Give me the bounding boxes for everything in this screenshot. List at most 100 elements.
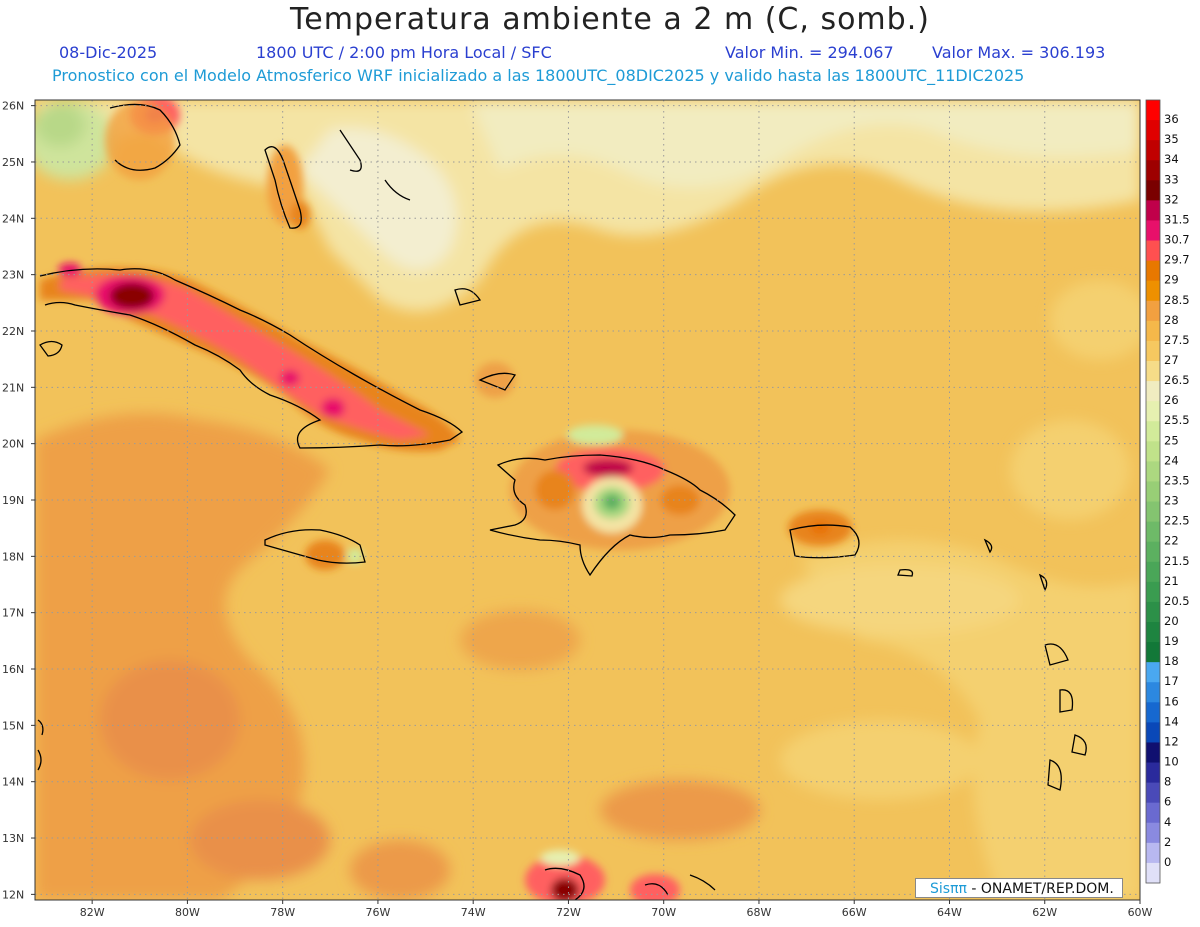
legend-swatch (1146, 662, 1160, 683)
legend-label: 18 (1164, 654, 1179, 668)
lon-tick-label: 74W (461, 906, 486, 919)
forecast-time: 1800 UTC / 2:00 pm Hora Local / SFC (256, 43, 552, 62)
lon-tick-label: 62W (1032, 906, 1057, 919)
legend-swatch (1146, 280, 1160, 302)
legend-label: 0 (1164, 855, 1171, 869)
legend-swatch (1146, 642, 1160, 663)
legend-swatch (1146, 702, 1160, 723)
min-value-label: Valor Min. = 294.067 (725, 43, 894, 62)
legend-swatch (1146, 622, 1160, 643)
lat-tick-label: 19N (2, 494, 24, 507)
legend-label: 17 (1164, 674, 1179, 688)
legend-label: 34 (1164, 152, 1179, 166)
color-legend: 363534333231.530.729.72928.52827.52726.5… (1145, 99, 1190, 884)
legend-swatch (1146, 581, 1160, 603)
legend-swatch (1146, 742, 1160, 764)
lon-tick-label: 82W (80, 906, 105, 919)
lat-tick-label: 21N (2, 381, 24, 394)
legend-swatch (1146, 481, 1160, 503)
legend-label: 19 (1164, 634, 1179, 648)
legend-swatch (1146, 842, 1160, 864)
max-value-label: Valor Max. = 306.193 (932, 43, 1106, 62)
legend-swatch (1146, 782, 1160, 804)
legend-swatch (1146, 601, 1160, 623)
legend-label: 21.5 (1164, 554, 1190, 568)
legend-label: 29.7 (1164, 253, 1190, 267)
lat-tick-label: 22N (2, 325, 24, 338)
lat-tick-label: 16N (2, 663, 24, 676)
legend-label: 8 (1164, 775, 1171, 789)
legend-label: 32 (1164, 192, 1179, 206)
lon-tick-label: 66W (842, 906, 867, 919)
legend-swatch (1146, 381, 1160, 402)
legend-label: 27 (1164, 353, 1179, 367)
legend-label: 23 (1164, 494, 1179, 508)
model-description: Pronostico con el Modelo Atmosferico WRF… (52, 66, 1025, 85)
lat-tick-label: 14N (2, 776, 24, 789)
legend-swatch (1146, 240, 1160, 262)
legend-label: 6 (1164, 795, 1171, 809)
latitude-axis: 26N 25N 24N 23N 22N 21N 20N 19N 18N 17N 16N 15N 14N 1… (2, 100, 24, 902)
legend-label: 22 (1164, 534, 1179, 548)
lon-tick-label: 76W (365, 906, 390, 919)
legend-label: 25 (1164, 433, 1179, 447)
legend-swatch (1146, 541, 1160, 563)
lat-lon-grid (35, 100, 1141, 900)
legend-swatch (1146, 401, 1160, 422)
legend-label: 33 (1164, 172, 1179, 186)
lat-tick-label: 23N (2, 269, 24, 282)
legend-label: 26 (1164, 393, 1179, 407)
legend-swatch (1146, 762, 1160, 784)
legend-swatch (1146, 200, 1160, 221)
legend-swatch (1146, 802, 1160, 824)
axis-ticks (31, 105, 1141, 904)
legend-label: 35 (1164, 132, 1179, 146)
lon-tick-label: 72W (556, 906, 581, 919)
legend-label: 36 (1164, 112, 1179, 126)
longitude-axis: 82W 80W 78W 76W 74W 72W 70W 68W 66W 64W 62W 60W (80, 906, 1153, 919)
lat-tick-label: 13N (2, 832, 24, 845)
legend-label: 12 (1164, 734, 1179, 748)
legend-label: 21 (1164, 574, 1179, 588)
legend-swatch (1146, 320, 1160, 342)
legend-swatch (1146, 120, 1160, 141)
legend-label: 20 (1164, 614, 1179, 628)
credit-org: - ONAMET/REP.DOM. (966, 881, 1114, 897)
legend-label: 23.5 (1164, 473, 1190, 487)
lat-tick-label: 12N (2, 888, 24, 901)
legend-label: 30.7 (1164, 233, 1190, 247)
legend-swatch (1146, 461, 1160, 482)
lat-tick-label: 15N (2, 719, 24, 732)
legend-swatch (1146, 140, 1160, 161)
legend-swatch (1146, 441, 1160, 462)
lat-tick-label: 17N (2, 607, 24, 620)
lon-tick-label: 80W (175, 906, 200, 919)
lat-tick-label: 20N (2, 438, 24, 451)
legend-label: 14 (1164, 714, 1179, 728)
lon-tick-label: 70W (651, 906, 676, 919)
legend-swatch (1146, 220, 1160, 242)
sistema-logo-text: Sisππ (930, 881, 967, 897)
legend-frame (1145, 99, 1161, 884)
lat-tick-label: 18N (2, 550, 24, 563)
lon-tick-label: 78W (270, 906, 295, 919)
legend-label: 28 (1164, 313, 1179, 327)
legend-swatch (1146, 682, 1160, 703)
lon-tick-label: 60W (1128, 906, 1153, 919)
legend-label: 4 (1164, 815, 1171, 829)
legend-swatch (1146, 561, 1160, 583)
lat-tick-label: 26N (2, 100, 24, 113)
forecast-date: 08-Dic-2025 (59, 43, 158, 62)
legend-swatch (1146, 300, 1160, 322)
legend-label: 10 (1164, 755, 1179, 769)
legend-swatch (1146, 521, 1160, 543)
legend-label: 29 (1164, 273, 1179, 287)
lon-tick-label: 64W (937, 906, 962, 919)
legend-swatch (1146, 501, 1160, 523)
legend-label: 20.5 (1164, 594, 1190, 608)
legend-label: 26.5 (1164, 373, 1190, 387)
map-title: Temperatura ambiente a 2 m (C, somb.) (290, 2, 930, 37)
legend-label: 27.5 (1164, 333, 1190, 347)
credit-box: Sisππ - ONAMET/REP.DOM. (915, 878, 1123, 898)
legend-label: 22.5 (1164, 514, 1190, 528)
